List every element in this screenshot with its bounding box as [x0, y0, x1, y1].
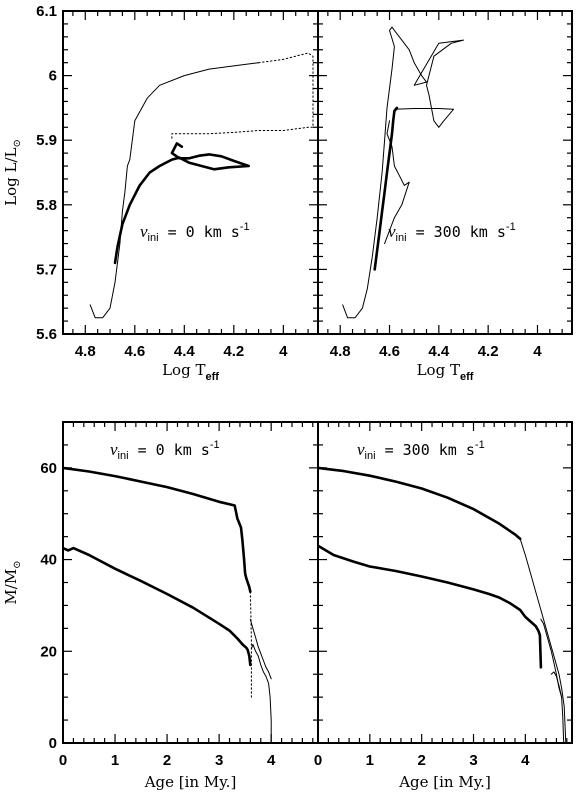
x-tick-label: 4.6: [124, 343, 145, 360]
x-axis-label: Log Teff: [162, 361, 219, 383]
x-tick-label: 4: [521, 752, 530, 769]
series-line-thick-2: [318, 544, 543, 669]
velocity-annotation: vini = 300 km s-1: [357, 439, 485, 462]
series-line-thick-1: [63, 546, 252, 667]
chart-panel-hrd_vini_0: 4.8 4.6 4.4 4.2 4 5.6 5.7 5.8 5.9 6 6.1 vini = 0 km…: [2, 3, 319, 383]
series-line-thin-1: [519, 538, 567, 743]
x-tick-label: 4: [279, 343, 288, 360]
series-line-dotted-1: [171, 52, 314, 141]
series-line-thin-0: [89, 62, 260, 319]
series-line-thick-0: [63, 466, 252, 594]
y-tick-label: 40: [40, 552, 57, 569]
x-tick-label: 4: [267, 752, 276, 769]
y-tick-label: 6.1: [36, 3, 57, 20]
y-axis-label: Log L/L⊙: [2, 139, 23, 206]
x-tick-label: 2: [163, 752, 171, 769]
y-tick-label: 6: [49, 68, 57, 85]
x-tick-label: 4: [533, 343, 542, 360]
series-line-thin-4: [550, 671, 565, 743]
x-axis-label: Age [in My.]: [144, 773, 237, 791]
y-tick-label: 5.7: [36, 261, 57, 278]
series-line-thick-2: [373, 106, 399, 271]
velocity-annotation: vini = 300 km s-1: [388, 221, 516, 244]
chart-panel-hrd_vini_300: 4.8 4.6 4.4 4.2 4 vini = 300 km s-1 Log Teff: [317, 10, 573, 383]
x-tick-label: 0: [59, 752, 67, 769]
series-line-thin-4: [250, 643, 272, 743]
x-axis-label: Age [in My.]: [398, 773, 491, 791]
chart-panel-mass_vini_300: 0 1 2 3 4 vini = 300 km s-1 Age [in My.]: [314, 421, 573, 791]
plot-frame: [317, 10, 573, 335]
y-tick-label: 20: [40, 643, 57, 660]
y-tick-label: 5.9: [36, 132, 57, 149]
x-tick-label: 0: [314, 752, 322, 769]
series-line-thick-2: [113, 142, 250, 265]
x-tick-label: 2: [418, 752, 426, 769]
x-tick-label: 4.6: [379, 343, 400, 360]
y-tick-label: 60: [40, 460, 57, 477]
velocity-annotation: vini = 0 km s-1: [110, 439, 220, 462]
y-tick-label: 0: [49, 735, 57, 752]
x-tick-label: 4.8: [75, 343, 96, 360]
x-tick-label: 4.4: [428, 343, 450, 360]
x-tick-label: 3: [215, 752, 223, 769]
y-tick-label: 5.6: [36, 326, 57, 343]
velocity-annotation: vini = 0 km s-1: [140, 221, 250, 244]
plot-frame: [62, 421, 319, 744]
x-tick-label: 1: [111, 752, 119, 769]
x-tick-label: 4.4: [174, 343, 196, 360]
x-tick-label: 4.2: [478, 343, 499, 360]
x-tick-label: 1: [366, 752, 374, 769]
x-tick-label: 3: [469, 752, 477, 769]
x-axis-label: Log Teff: [417, 361, 474, 383]
y-tick-label: 5.8: [36, 197, 57, 214]
x-tick-label: 4.8: [330, 343, 351, 360]
series-line-thick-0: [318, 466, 522, 541]
series-line-thin-0: [342, 26, 464, 319]
series-line-dotted-2: [249, 591, 252, 698]
series-line-thin-3: [249, 618, 272, 680]
x-tick-label: 4.2: [223, 343, 244, 360]
y-axis-label: M/M⊙: [2, 560, 23, 604]
